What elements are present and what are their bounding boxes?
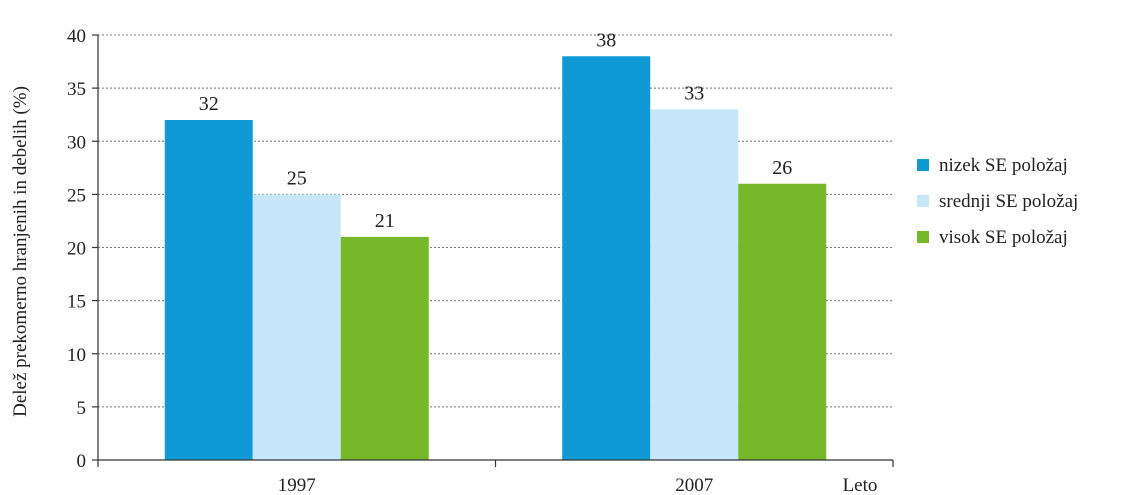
bar-value-label: 38 <box>596 29 616 51</box>
y-tick-labels: 0 5 10 15 20 25 30 35 40 <box>67 26 86 472</box>
y-tick-label: 35 <box>67 79 86 100</box>
y-tick-label: 40 <box>67 26 86 47</box>
y-tick-label: 20 <box>67 239 86 260</box>
y-tick-label: 5 <box>77 398 87 419</box>
y-tick-label: 25 <box>67 185 86 206</box>
y-axis-title: Delež prekomerno hranjenih in debelih (%… <box>10 86 31 417</box>
x-tick-label: 2007 <box>675 475 713 495</box>
bar-value-label: 26 <box>772 157 792 179</box>
legend-label: srednji SE položaj <box>939 191 1078 212</box>
bar <box>164 120 253 460</box>
legend: nizek SE položaj srednji SE položaj visok … <box>917 155 1078 248</box>
bar <box>562 56 651 460</box>
y-tick-label: 10 <box>67 345 86 366</box>
bar-value-label: 32 <box>199 93 219 115</box>
y-tick-label: 15 <box>67 292 86 313</box>
y-tick-label: 30 <box>67 132 86 153</box>
x-tick-labels: 1997 2007 <box>278 475 714 495</box>
bar-value-label: 21 <box>375 210 395 232</box>
legend-swatch <box>917 159 929 171</box>
legend-label: visok SE položaj <box>939 227 1068 248</box>
bar <box>340 236 429 460</box>
y-tick-label: 0 <box>77 451 87 472</box>
axes <box>92 34 894 467</box>
x-tick-label: 1997 <box>278 475 316 495</box>
bar-value-label: 33 <box>684 82 704 104</box>
legend-swatch <box>917 231 929 243</box>
bar <box>738 183 827 460</box>
bar <box>252 194 341 460</box>
bar <box>650 109 739 460</box>
x-axis-title: Leto <box>843 475 878 495</box>
legend-label: nizek SE položaj <box>939 155 1068 176</box>
legend-swatch <box>917 195 929 207</box>
data-labels: 32 25 21 38 33 26 <box>199 29 793 232</box>
bars <box>164 56 827 460</box>
bar-value-label: 25 <box>287 167 307 189</box>
